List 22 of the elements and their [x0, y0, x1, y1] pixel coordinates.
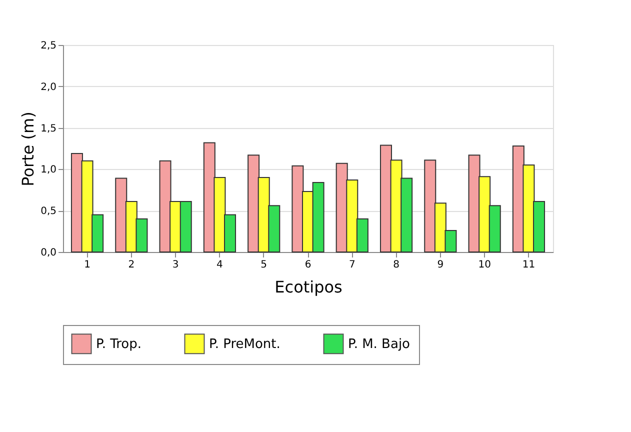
y-axis-title: Porte (m) — [18, 112, 38, 186]
y-tick-label: 0,0 — [40, 248, 56, 258]
y-tick-label: 2,5 — [40, 40, 56, 52]
legend-label: P. Trop. — [96, 336, 142, 352]
x-tick-label: 8 — [393, 260, 400, 270]
x-tick-label: 10 — [478, 260, 491, 270]
y-tick-label: 1,0 — [40, 164, 56, 176]
legend-label: P. M. Bajo — [348, 336, 410, 352]
x-axis-title: Ecotipos — [274, 278, 342, 296]
y-tick-label: 2,0 — [40, 82, 56, 93]
x-tick-label: 3 — [172, 260, 179, 270]
legend-label: P. PreMont. — [209, 336, 280, 352]
x-tick-label: 6 — [304, 260, 312, 270]
x-tick-label: 9 — [437, 260, 444, 270]
x-tick-label: 2 — [128, 260, 135, 270]
x-tick-label: 1 — [84, 260, 90, 270]
x-tick-label: 4 — [216, 260, 223, 270]
x-tick-label: 5 — [260, 260, 268, 270]
x-tick-label: 11 — [522, 260, 536, 270]
x-tick-label: 7 — [348, 260, 356, 270]
y-tick-label: 1,5 — [40, 123, 56, 134]
y-tick-label: 0,5 — [40, 206, 56, 218]
